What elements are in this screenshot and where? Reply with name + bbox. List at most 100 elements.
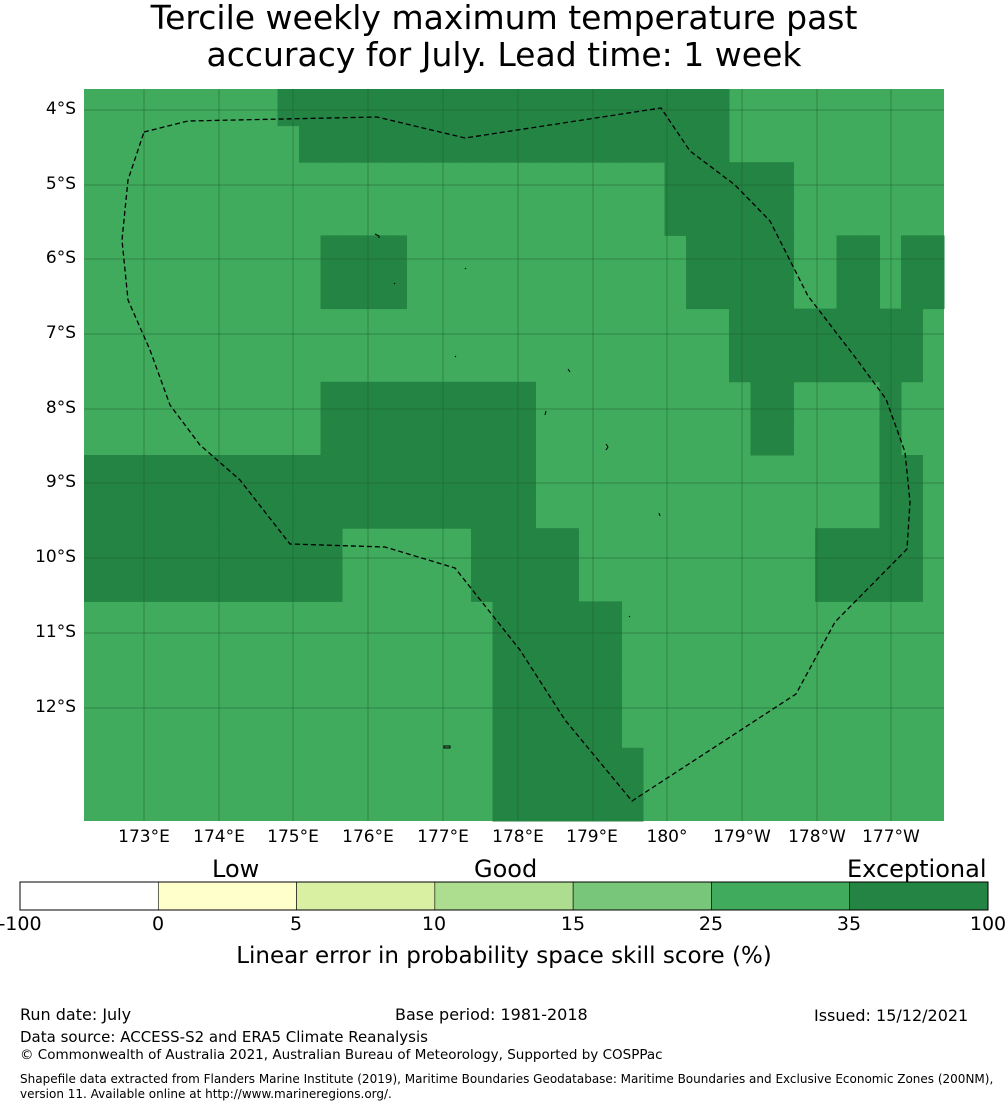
skill-cell <box>535 89 558 127</box>
skill-cell <box>492 784 515 822</box>
skill-cell <box>105 528 128 566</box>
skill-cell <box>256 491 278 529</box>
skill-cell <box>535 564 558 602</box>
skill-cell <box>901 235 923 273</box>
skill-cell <box>84 528 106 566</box>
skill-cell <box>471 418 493 456</box>
skill-cell <box>127 491 149 529</box>
skill-cell <box>471 381 493 419</box>
skill-cell <box>342 125 364 163</box>
skill-cell <box>428 455 450 493</box>
skill-cell <box>492 747 515 785</box>
skill-cell <box>492 89 515 127</box>
skill-cell <box>363 125 386 163</box>
skill-cell <box>557 711 579 749</box>
skill-cell <box>449 89 472 127</box>
skill-cell <box>772 418 794 456</box>
skill-cell <box>686 198 708 236</box>
skill-cell <box>320 455 343 493</box>
skill-cell <box>471 564 493 602</box>
skill-cell <box>385 418 407 456</box>
colorbar-tick-minus100: -100 <box>0 913 42 935</box>
skill-cell <box>557 784 579 822</box>
skill-cell <box>901 272 923 310</box>
skill-cell <box>320 381 343 419</box>
skill-cell <box>750 272 773 310</box>
skill-cell <box>492 601 515 639</box>
colorbar-tick-0: 0 <box>151 913 165 935</box>
skill-cell <box>901 491 923 529</box>
skill-cell <box>686 235 708 273</box>
skill-cell <box>299 491 321 529</box>
colorbar-segment <box>849 881 989 911</box>
skill-cell <box>815 345 837 383</box>
skill-cell <box>901 455 923 493</box>
skill-cell <box>84 491 106 529</box>
skill-cell <box>858 528 880 566</box>
skill-cell <box>320 491 343 529</box>
skill-cell <box>320 564 343 602</box>
skill-cell <box>385 272 407 310</box>
skill-cell <box>213 528 235 566</box>
skill-cell <box>84 455 106 493</box>
skill-cell <box>471 455 493 493</box>
skill-cell <box>922 235 945 273</box>
skill-cell <box>127 528 149 566</box>
skill-cell <box>750 418 773 456</box>
skill-cell <box>213 455 235 493</box>
skill-cell <box>514 381 536 419</box>
skill-cell <box>299 528 321 566</box>
skill-cell <box>342 89 364 127</box>
skill-cell <box>342 381 364 419</box>
skill-cell <box>557 638 579 676</box>
skill-cell <box>234 564 257 602</box>
skill-cell <box>643 125 665 163</box>
colorbar-label: Linear error in probability space skill … <box>236 943 772 969</box>
skill-cell <box>234 528 257 566</box>
skill-cell <box>578 89 601 127</box>
colorbar-category-good: Good <box>474 855 538 883</box>
colorbar-segment <box>157 881 297 911</box>
skill-cell <box>686 162 708 200</box>
skill-cell <box>729 235 751 273</box>
skill-cell <box>170 564 192 602</box>
skill-cell <box>557 564 579 602</box>
skill-cell <box>578 674 601 712</box>
skill-cell <box>858 308 880 346</box>
skill-cell <box>342 491 364 529</box>
skill-cell <box>406 125 429 163</box>
skill-cell <box>514 711 536 749</box>
skill-cell <box>363 455 386 493</box>
skill-cell <box>406 491 429 529</box>
skill-cell <box>686 125 708 163</box>
skill-cell <box>815 308 837 346</box>
skill-cell <box>471 125 493 163</box>
skill-cell <box>277 89 300 127</box>
skill-cell <box>836 564 859 602</box>
skill-cell <box>557 528 579 566</box>
skill-cell <box>729 198 751 236</box>
skill-cell <box>170 528 192 566</box>
skill-cell <box>836 528 859 566</box>
skill-cell <box>729 308 751 346</box>
skill-cell <box>385 381 407 419</box>
skill-cell <box>707 272 730 310</box>
skill-cell <box>772 162 794 200</box>
skill-cell <box>363 89 386 127</box>
skill-cell <box>621 125 644 163</box>
skill-cell <box>363 235 386 273</box>
skill-cell <box>191 491 214 529</box>
data-source: Data source: ACCESS-S2 and ERA5 Climate … <box>20 1028 428 1046</box>
skill-cell <box>557 89 579 127</box>
eez-boundary-line <box>121 107 911 802</box>
skill-cell <box>105 491 128 529</box>
skill-cell <box>879 491 902 529</box>
skill-cell <box>406 455 429 493</box>
skill-cell <box>836 345 859 383</box>
skill-cell <box>535 125 558 163</box>
skill-cell <box>729 272 751 310</box>
skill-cell <box>535 638 558 676</box>
lon-label-179e: 179°E <box>566 827 618 847</box>
skill-cell <box>385 125 407 163</box>
skill-cell <box>406 418 429 456</box>
